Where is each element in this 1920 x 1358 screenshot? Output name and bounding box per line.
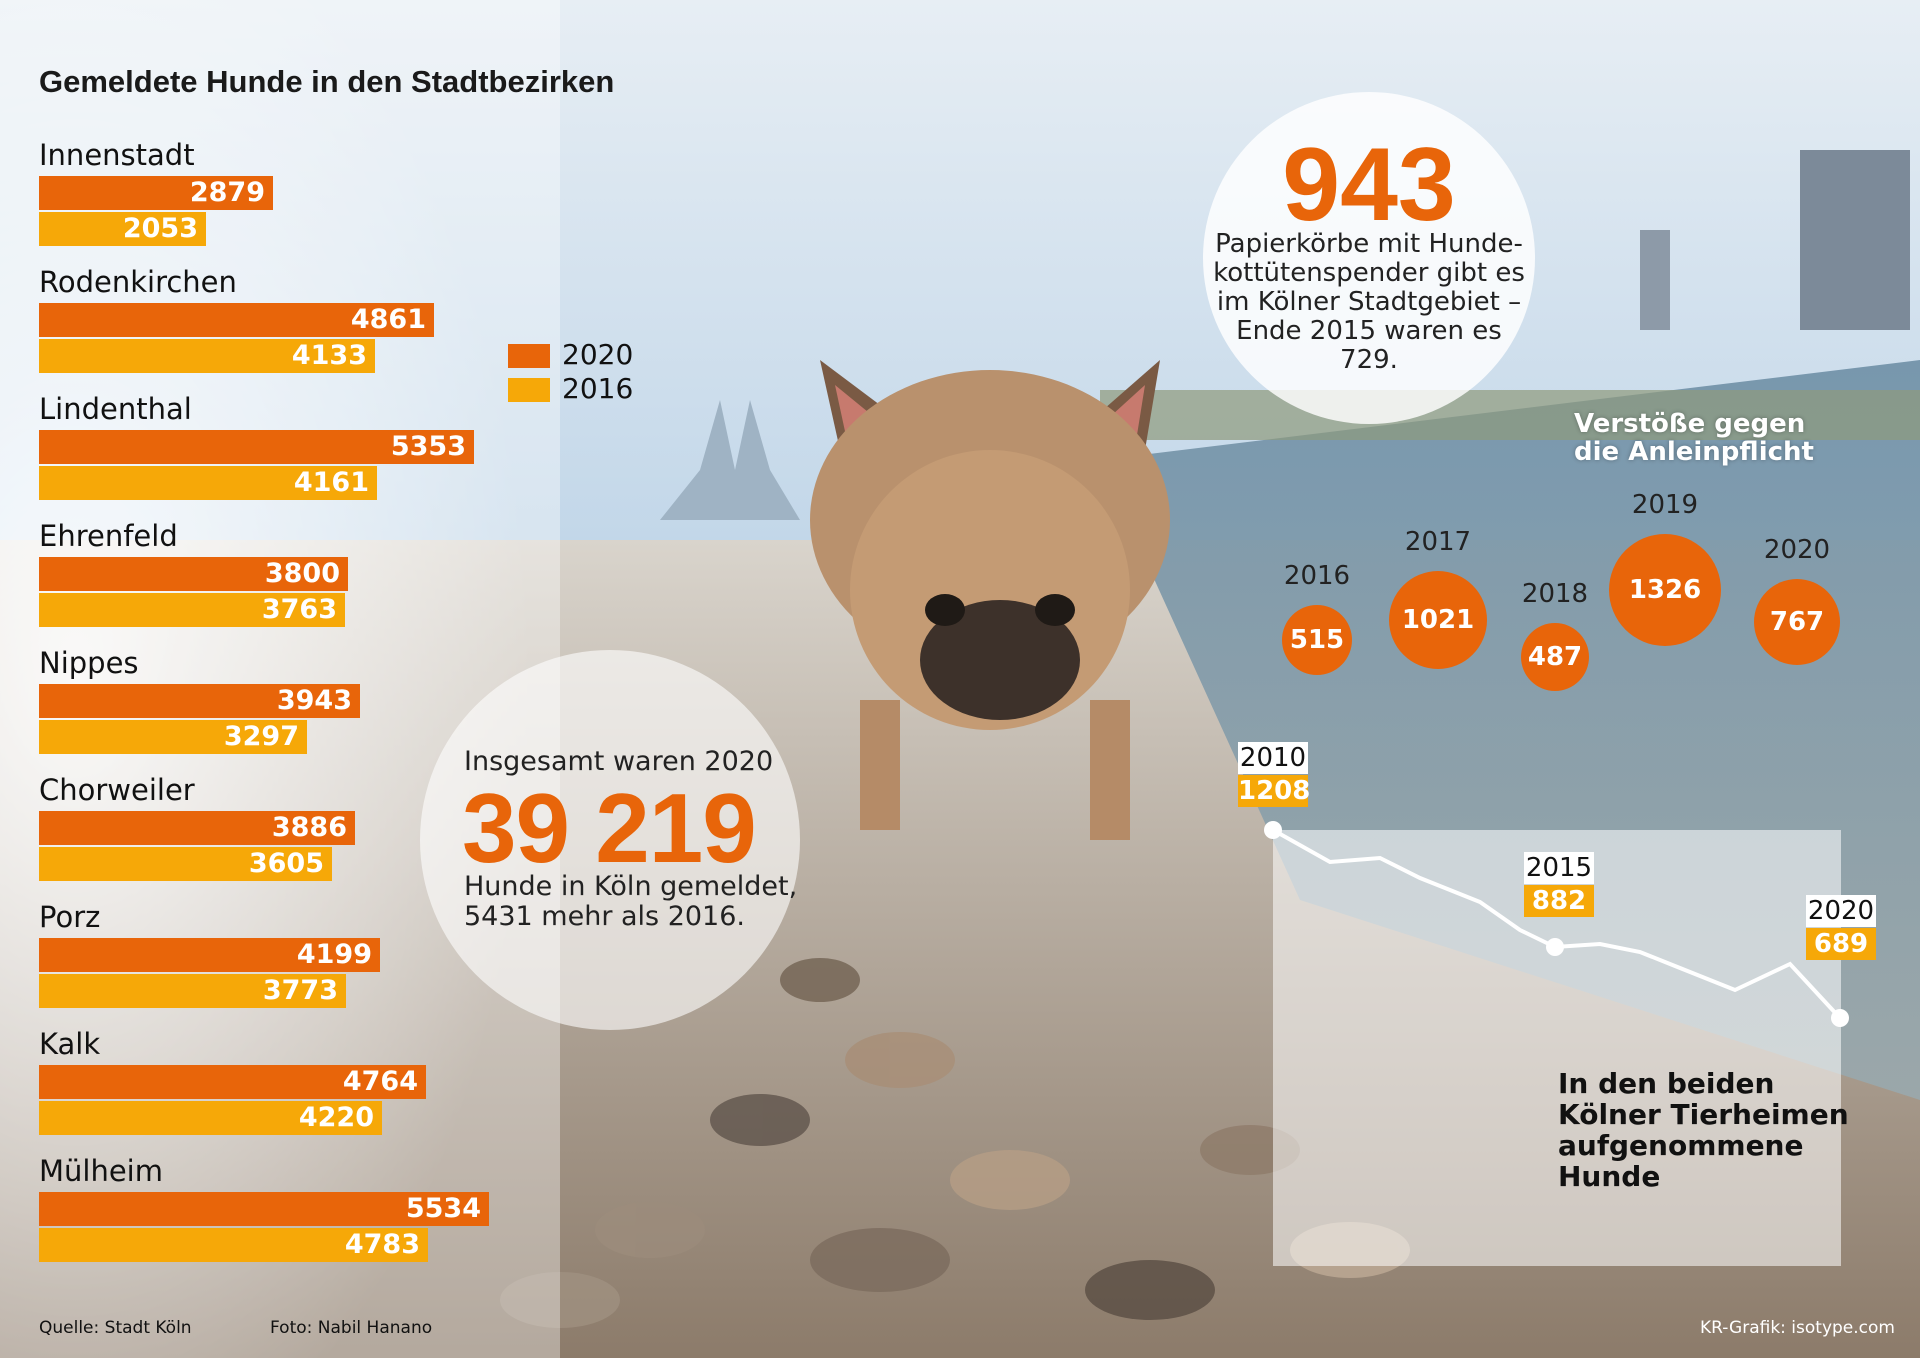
bar-2020: 4764 (39, 1065, 426, 1099)
total-line: Hunde in Köln gemeldet, (464, 871, 798, 902)
shelter-point-2020 (1831, 1009, 1849, 1027)
district-label: Rodenkirchen (39, 265, 237, 299)
total-text: Hunde in Köln gemeldet, 5431 mehr als 20… (464, 872, 797, 932)
shelter-year-2010: 2010 (1238, 742, 1308, 774)
photo-credit: Foto: Nabil Hanano (270, 1318, 433, 1338)
bar-2016: 3605 (39, 847, 332, 881)
violation-bubble-2017: 1021 (1389, 571, 1487, 669)
legend-swatch-2016 (508, 378, 550, 402)
baskets-line: 729. (1340, 345, 1398, 375)
total-circle (420, 650, 800, 1030)
shelter-year-2015: 2015 (1524, 852, 1594, 884)
source-note: Quelle: Stadt Köln (39, 1318, 192, 1338)
bar-2020: 4199 (39, 938, 380, 972)
bar-2016: 4161 (39, 466, 377, 500)
bar-2016: 4220 (39, 1101, 382, 1135)
violation-bubble-2019: 1326 (1609, 534, 1721, 646)
baskets-number: 943 (1282, 127, 1456, 243)
shelter-title-line: Hunde (1558, 1160, 1661, 1193)
violations-title-line: die Anleinpflicht (1574, 437, 1814, 467)
dog-illustration (810, 360, 1170, 840)
graphic-credit: KR-Grafik: isotype.com (1700, 1318, 1895, 1338)
chart-title: Gemeldete Hunde in den Stadtbezirken (39, 64, 615, 99)
bar-2016: 4783 (39, 1228, 428, 1262)
baskets-line: Ende 2015 waren es (1236, 316, 1502, 346)
bar-2020: 3886 (39, 811, 355, 845)
baskets-line: Papierkörbe mit Hunde- (1215, 229, 1523, 259)
violation-year-2017: 2017 (1404, 527, 1472, 557)
total-number: 39 219 (462, 773, 757, 883)
bar-2020: 2879 (39, 176, 273, 210)
bar-2016: 4133 (39, 339, 375, 373)
bar-2020: 5534 (39, 1192, 489, 1226)
shelter-title-line: aufgenommene (1558, 1129, 1804, 1162)
district-label: Lindenthal (39, 392, 192, 426)
baskets-line: im Kölner Stadtgebiet – (1216, 287, 1522, 317)
shelter-title: In den beiden Kölner Tierheimen aufgenom… (1558, 1068, 1849, 1192)
bar-2016: 3763 (39, 593, 345, 627)
violation-year-2019: 2019 (1631, 490, 1699, 520)
shelter-value-2020: 689 (1806, 928, 1876, 960)
district-label: Porz (39, 900, 101, 934)
violation-year-2016: 2016 (1283, 561, 1351, 591)
shelter-value-2015: 882 (1524, 885, 1594, 917)
district-label: Kalk (39, 1027, 101, 1061)
violations-title-line: Verstöße gegen (1574, 409, 1806, 439)
bar-2020: 3943 (39, 684, 360, 718)
shelter-point-2010 (1264, 821, 1282, 839)
shelter-year-2020: 2020 (1806, 895, 1876, 927)
baskets-circle (1203, 92, 1535, 424)
district-label: Chorweiler (39, 773, 195, 807)
violations-title: Verstöße gegen die Anleinpflicht (1574, 410, 1814, 466)
bar-2020: 3800 (39, 557, 348, 591)
violation-year-2020: 2020 (1763, 535, 1831, 565)
district-label: Nippes (39, 646, 139, 680)
bar-2016: 2053 (39, 212, 206, 246)
legend-swatch-2020 (508, 344, 550, 368)
shelter-point-2015 (1546, 938, 1564, 956)
violation-year-2018: 2018 (1521, 579, 1589, 609)
baskets-text: Papierkörbe mit Hunde- kottütenspender g… (1204, 230, 1534, 375)
shelter-title-line: Kölner Tierheimen (1558, 1098, 1849, 1131)
bar-2016: 3773 (39, 974, 346, 1008)
violation-bubble-2020: 767 (1754, 579, 1840, 665)
baskets-line: kottütenspender gibt es (1213, 258, 1525, 288)
district-label: Mülheim (39, 1154, 163, 1188)
legend-label-2020: 2020 (562, 338, 634, 371)
shelter-value-2010: 1208 (1238, 775, 1311, 807)
total-line: 5431 mehr als 2016. (464, 901, 745, 932)
shelter-title-line: In den beiden (1558, 1067, 1775, 1100)
district-label: Ehrenfeld (39, 519, 178, 553)
legend-label-2016: 2016 (562, 372, 634, 405)
bar-2020: 4861 (39, 303, 434, 337)
total-heading: Insgesamt waren 2020 (464, 746, 774, 777)
district-label: Innenstadt (39, 138, 195, 172)
violation-bubble-2016: 515 (1282, 605, 1352, 675)
violation-bubble-2018: 487 (1521, 623, 1589, 691)
bar-2016: 3297 (39, 720, 307, 754)
bar-2020: 5353 (39, 430, 474, 464)
